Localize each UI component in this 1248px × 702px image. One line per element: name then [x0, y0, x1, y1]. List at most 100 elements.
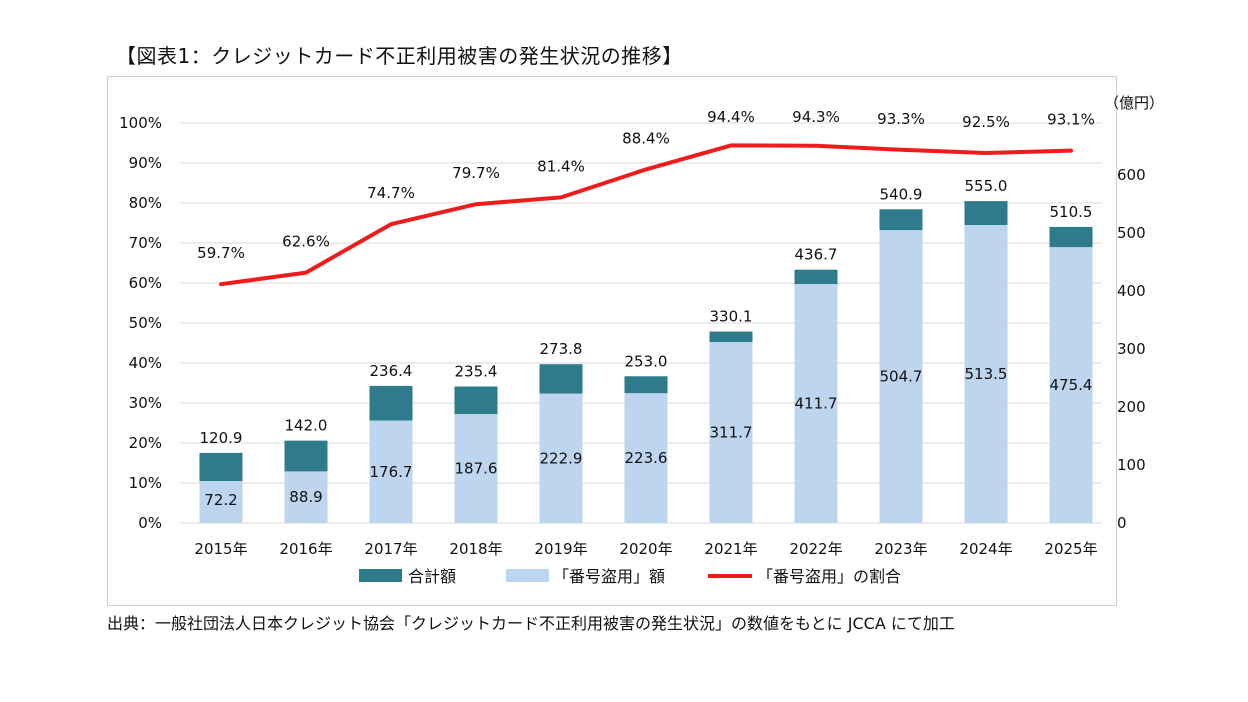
x-axis-tick: 2019年 — [534, 540, 587, 558]
bar-total — [454, 386, 498, 415]
right-axis-tick: 400 — [1117, 282, 1146, 300]
theft-value-label: 504.7 — [880, 368, 923, 386]
data-labels: 120.9 72.2 142.0 88.9 236.4 176.7 235.4 187.6 27… — [197, 108, 1095, 509]
ratio-value-label: 93.3% — [877, 110, 925, 128]
left-axis-tick: 40% — [129, 354, 162, 372]
bar-number-theft — [369, 420, 413, 523]
total-value-label: 120.9 — [200, 429, 243, 447]
bar-total — [539, 364, 583, 394]
legend-swatch-total — [359, 569, 402, 582]
total-value-label: 540.9 — [880, 185, 923, 203]
bar-total — [624, 376, 668, 394]
legend: 合計額 「番号盗用」額 「番号盗用」の割合 — [359, 567, 901, 586]
left-axis-tick: 80% — [129, 194, 162, 212]
legend-label-theft: 「番号盗用」額 — [553, 567, 665, 586]
x-axis-tick: 2021年 — [704, 540, 757, 558]
x-axis-tick: 2022年 — [789, 540, 842, 558]
bar-total — [879, 209, 923, 231]
x-axis-tick: 2015年 — [194, 540, 247, 558]
bar-total — [709, 331, 753, 343]
right-axis-tick: 100 — [1117, 456, 1146, 474]
legend-label-total: 合計額 — [408, 567, 456, 586]
ratio-value-label: 81.4% — [537, 157, 585, 175]
bar-total — [199, 452, 243, 482]
theft-value-label: 222.9 — [540, 449, 583, 467]
total-value-label: 436.7 — [795, 246, 838, 264]
x-axis-tick: 2017年 — [364, 540, 417, 558]
ratio-value-label: 62.6% — [282, 233, 330, 251]
source-note: 出典：一般社団法人日本クレジット協会「クレジットカード不正利用被害の発生状況」の… — [107, 614, 955, 633]
x-axis-tick: 2016年 — [279, 540, 332, 558]
left-axis-tick: 60% — [129, 274, 162, 292]
total-value-label: 235.4 — [455, 362, 498, 380]
theft-value-label: 411.7 — [795, 395, 838, 413]
right-axis-tick: 500 — [1117, 224, 1146, 242]
bar-number-theft — [624, 393, 668, 523]
left-axis-tick: 10% — [129, 474, 162, 492]
legend-swatch-theft — [506, 569, 549, 582]
ratio-series-line — [219, 143, 1073, 287]
right-axis-tick: 600 — [1117, 166, 1146, 184]
left-axis-tick: 20% — [129, 434, 162, 452]
ratio-value-label: 92.5% — [962, 113, 1010, 131]
theft-value-label: 311.7 — [710, 424, 753, 442]
bar-number-theft — [794, 284, 838, 523]
bars — [199, 201, 1093, 524]
x-axis-tick: 2025年 — [1044, 540, 1097, 558]
ratio-value-label: 59.7% — [197, 244, 245, 262]
bar-number-theft — [879, 230, 923, 524]
ratio-value-label: 94.3% — [792, 108, 840, 126]
bar-number-theft — [284, 471, 328, 523]
right-axis-tick: 200 — [1117, 398, 1146, 416]
total-value-label: 142.0 — [285, 417, 328, 435]
total-value-label: 330.1 — [710, 308, 753, 326]
left-axis-tick: 90% — [129, 154, 162, 172]
chart-title: 【図表1：クレジットカード不正利用被害の発生状況の推移】 — [116, 44, 683, 68]
bar-total — [794, 269, 838, 285]
legend-label-ratio: 「番号盗用」の割合 — [757, 567, 901, 586]
chart-frame — [107, 76, 1117, 606]
ratio-value-label: 79.7% — [452, 164, 500, 182]
bar-total — [964, 201, 1008, 226]
total-value-label: 273.8 — [540, 340, 583, 358]
total-value-label: 236.4 — [370, 362, 413, 380]
bar-number-theft — [539, 393, 583, 523]
total-value-label: 510.5 — [1050, 203, 1093, 221]
ratio-value-label: 94.4% — [707, 108, 755, 126]
right-axis-tick: 0 — [1117, 514, 1127, 532]
right-axis-tick: 300 — [1117, 340, 1146, 358]
ratio-value-label: 93.1% — [1047, 111, 1095, 129]
bar-total — [284, 440, 328, 472]
theft-value-label: 513.5 — [965, 365, 1008, 383]
axes: 0% 10% 20% 30% 40% 50% 60% 70% 80% 90% 100% 0 100 200… — [119, 94, 1164, 558]
theft-value-label: 72.2 — [204, 491, 237, 509]
bar-total — [369, 385, 413, 421]
right-axis-unit: （億円） — [1104, 94, 1164, 112]
theft-value-label: 475.4 — [1050, 376, 1093, 394]
x-axis-tick: 2018年 — [449, 540, 502, 558]
x-axis-tick: 2023年 — [874, 540, 927, 558]
bar-number-theft — [1049, 247, 1093, 523]
bar-number-theft — [199, 481, 243, 523]
ratio-value-label: 88.4% — [622, 129, 670, 147]
left-axis-tick: 0% — [138, 514, 162, 532]
ratio-value-label: 74.7% — [367, 184, 415, 202]
bar-total — [1049, 226, 1093, 248]
theft-value-label: 88.9 — [289, 488, 322, 506]
theft-value-label: 187.6 — [455, 460, 498, 478]
theft-value-label: 176.7 — [370, 463, 413, 481]
bar-number-theft — [709, 342, 753, 523]
theft-value-label: 223.6 — [625, 449, 668, 467]
left-axis-tick: 30% — [129, 394, 162, 412]
x-axis-tick: 2020年 — [619, 540, 672, 558]
x-axis-tick: 2024年 — [959, 540, 1012, 558]
ratio-line — [219, 143, 1073, 287]
left-axis-tick: 50% — [129, 314, 162, 332]
bar-number-theft — [454, 414, 498, 523]
total-value-label: 253.0 — [625, 352, 668, 370]
left-axis-tick: 100% — [119, 114, 162, 132]
left-axis-tick: 70% — [129, 234, 162, 252]
total-value-label: 555.0 — [965, 177, 1008, 195]
bar-number-theft — [964, 225, 1008, 524]
